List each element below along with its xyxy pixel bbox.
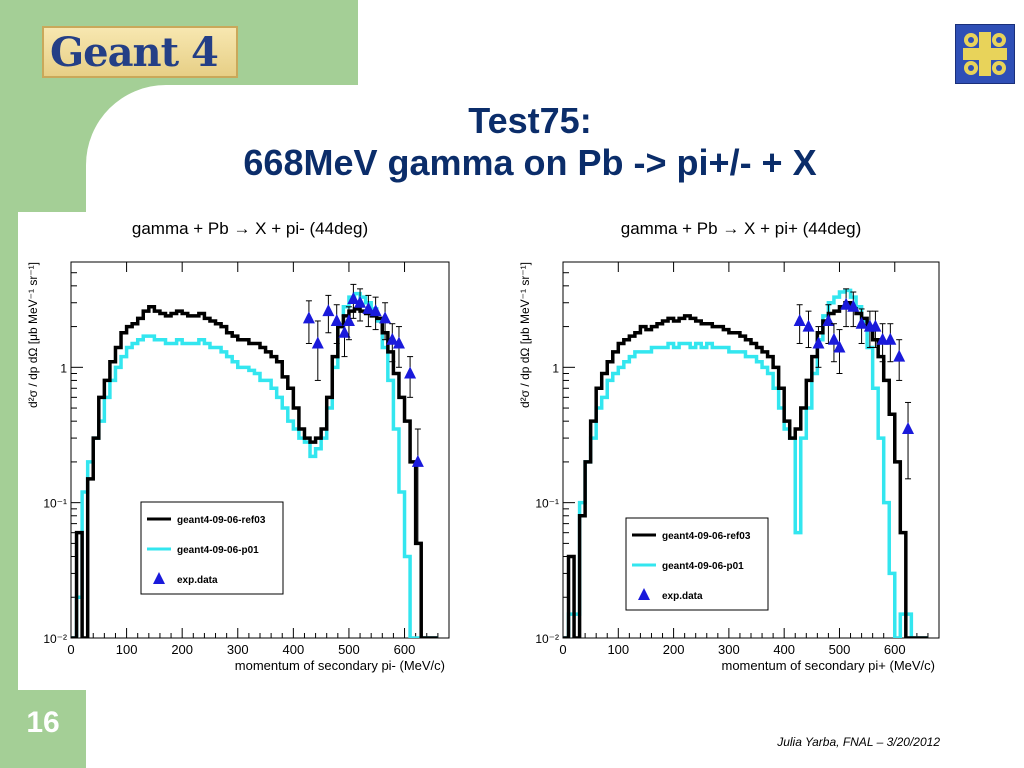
exp-data-point: [855, 316, 868, 329]
legend-swatch: [153, 572, 165, 584]
legend-label: geant4-09-06-ref03: [662, 531, 751, 542]
exp-data-point: [347, 291, 360, 304]
x-tick-label: 500: [338, 642, 360, 657]
y-axis-label: d²σ / dp dΩ [μb MeV⁻¹ sr⁻¹]: [518, 262, 532, 408]
fermilab-logo-icon: [955, 24, 1015, 84]
exp-data-point: [802, 319, 815, 332]
x-tick-label: 400: [283, 642, 305, 657]
x-tick-label: 500: [829, 642, 851, 657]
exp-data-point: [893, 349, 906, 362]
y-axis-label: d²σ / dp dΩ [μb MeV⁻¹ sr⁻¹]: [26, 262, 40, 408]
x-axis-label: momentum of secondary pi+ (MeV/c): [722, 658, 936, 673]
x-tick-label: 300: [227, 642, 249, 657]
slide-number: 16: [26, 706, 60, 739]
legend-label: geant4-09-06-p01: [177, 545, 259, 556]
exp-data-point: [812, 336, 825, 349]
exp-data-point: [884, 332, 897, 345]
exp-data-point: [330, 313, 343, 326]
exp-data-point: [354, 295, 367, 308]
logo-text: Geant 4: [50, 29, 219, 76]
chart-1: gamma + Pb → X + pi- (44deg) 0 100 200 300 40…: [26, 219, 450, 673]
x-tick-label: 600: [394, 642, 416, 657]
y-tick-label: 10⁻²: [43, 632, 67, 646]
exp-data-point: [338, 325, 351, 338]
exp-data-point: [302, 311, 315, 324]
x-tick-label: 200: [171, 642, 193, 657]
x-tick-label: 200: [663, 642, 685, 657]
x-axis-label: momentum of secondary pi- (MeV/c): [235, 658, 445, 673]
content-corner: [86, 85, 166, 165]
exp-data-point: [362, 301, 375, 314]
y-tick-label: 1: [552, 361, 559, 375]
exp-data-point: [404, 366, 417, 379]
x-tick-label: 0: [559, 642, 566, 657]
slide-title: Test75: 668MeV gamma on Pb -> pi+/- + X: [90, 100, 970, 184]
exp-data-point: [847, 299, 860, 312]
chart-2: gamma + Pb → X + pi+ (44deg) 0 100 200 300 40…: [518, 219, 940, 673]
exp-data-point: [822, 313, 835, 326]
legend-swatch: [638, 588, 650, 600]
x-tick-label: 0: [67, 642, 74, 657]
exp-data-point: [379, 311, 392, 324]
series-p01-line: [71, 291, 438, 638]
geant4-logo: Geant 4: [42, 26, 238, 78]
chart-title: gamma + Pb → X + pi+ (44deg): [621, 219, 862, 238]
x-tick-label: 400: [773, 642, 795, 657]
exp-data-point: [869, 319, 882, 332]
y-tick-label: 10⁻¹: [43, 497, 67, 511]
y-tick-label: 10⁻¹: [535, 497, 559, 511]
x-tick-label: 300: [718, 642, 740, 657]
charts-svg: gamma + Pb → X + pi- (44deg) 0 100 200 300 40…: [26, 219, 940, 673]
x-tick-label: 100: [116, 642, 138, 657]
exp-data-point: [322, 304, 335, 317]
exp-data-point: [342, 313, 355, 326]
title-line-1: Test75:: [468, 100, 592, 141]
exp-data-point: [411, 454, 424, 467]
legend-label: geant4-09-06-p01: [662, 561, 744, 572]
title-line-2: 668MeV gamma on Pb -> pi+/- + X: [243, 142, 817, 183]
exp-data-point: [902, 422, 915, 435]
legend-label: exp.data: [662, 591, 703, 602]
exp-data-point: [311, 336, 324, 349]
exp-data-point: [386, 332, 399, 345]
legend-label: exp.data: [177, 575, 218, 586]
legend-label: geant4-09-06-ref03: [177, 515, 266, 526]
x-tick-label: 100: [607, 642, 629, 657]
chart-title: gamma + Pb → X + pi- (44deg): [132, 219, 368, 238]
y-tick-label: 1: [60, 361, 67, 375]
exp-data-point: [793, 313, 806, 326]
y-tick-label: 10⁻²: [535, 632, 559, 646]
exp-data-point: [876, 332, 889, 345]
exp-data-point: [369, 304, 382, 317]
series-p01-line: [563, 288, 928, 638]
exp-data-point: [833, 340, 846, 353]
footer-credit: Julia Yarba, FNAL – 3/20/2012: [777, 735, 940, 749]
exp-data-point: [827, 332, 840, 345]
exp-data-point: [840, 297, 853, 310]
x-tick-label: 600: [884, 642, 906, 657]
exp-data-point: [392, 336, 405, 349]
chart-panel: gamma + Pb → X + pi- (44deg) 0 100 200 300 40…: [18, 212, 1024, 690]
